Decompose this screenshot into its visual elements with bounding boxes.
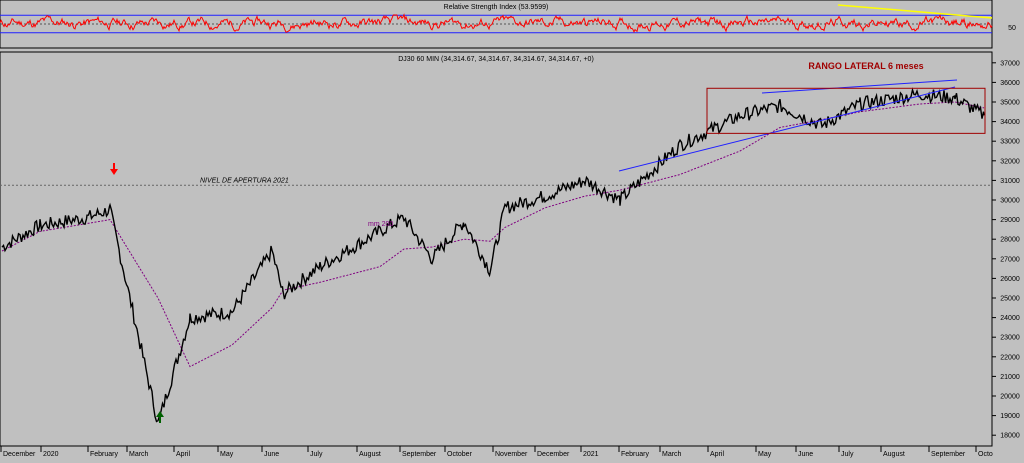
rsi-title: Relative Strength Index (53.9599) — [444, 4, 549, 11]
price-line — [1, 87, 985, 423]
y-tick-label: 29000 — [1000, 217, 1020, 224]
x-tick-label: May — [220, 451, 234, 458]
x-tick-label: September — [402, 451, 437, 458]
x-tick-label: August — [359, 451, 381, 458]
x-tick-label: March — [129, 451, 149, 458]
x-axis: December 2020 February March April May June Jul… — [0, 446, 993, 458]
x-tick-label: March — [662, 451, 682, 458]
rsi-trendline — [837, 4, 993, 19]
y-tick-label: 23000 — [1000, 335, 1020, 342]
x-tick-label: June — [798, 451, 813, 458]
x-tick-label: April — [176, 451, 190, 458]
x-tick-label: April — [710, 451, 724, 458]
ma-200-line — [1, 101, 985, 368]
x-tick-label: October — [447, 451, 473, 458]
rsi-reference-lines — [0, 14, 992, 34]
y-tick-label: 32000 — [1000, 158, 1020, 165]
y-tick-label: 19000 — [1000, 413, 1020, 420]
y-tick-label: 36000 — [1000, 80, 1020, 87]
x-tick-label: August — [883, 451, 905, 458]
x-tick-label: November — [495, 451, 528, 458]
y-tick-label: 20000 — [1000, 394, 1020, 401]
y-axis: 18000 19000 20000 21000 22000 23000 24000 25000… — [992, 60, 1020, 440]
y-tick-label: 18000 — [1000, 433, 1020, 440]
green-up-arrow-icon — [156, 411, 164, 423]
x-tick-label: February — [90, 451, 119, 458]
y-tick-label: 26000 — [1000, 276, 1020, 283]
y-tick-label: 24000 — [1000, 315, 1020, 322]
y-tick-label: 33000 — [1000, 139, 1020, 146]
lateral-range-box — [706, 87, 986, 134]
y-tick-label: 27000 — [1000, 256, 1020, 263]
y-tick-label: 37000 — [1000, 60, 1020, 67]
y-tick-label: 22000 — [1000, 354, 1020, 361]
y-tick-label: 21000 — [1000, 374, 1020, 381]
x-tick-label: July — [310, 451, 323, 458]
lateral-range-label: RANGO LATERAL 6 meses — [808, 61, 923, 71]
x-tick-label: 2020 — [43, 451, 59, 458]
x-tick-label: December — [3, 451, 36, 458]
x-tick-label: September — [931, 451, 966, 458]
y-tick-label: 28000 — [1000, 237, 1020, 244]
x-tick-label: July — [841, 451, 854, 458]
y-tick-label: 35000 — [1000, 100, 1020, 107]
x-tick-label: December — [537, 451, 570, 458]
y-tick-label: 31000 — [1000, 178, 1020, 185]
x-tick-label: June — [264, 451, 279, 458]
resistance-trendline — [761, 79, 958, 94]
price-panel — [0, 51, 993, 447]
rsi-line — [0, 13, 993, 34]
ma-200-label: mm 200 — [368, 221, 393, 228]
y-tick-label: 25000 — [1000, 296, 1020, 303]
x-tick-label: May — [758, 451, 772, 458]
x-tick-label: 2021 — [583, 451, 599, 458]
x-tick-label: Octo — [978, 451, 993, 458]
opening-level-label: NIVEL DE APERTURA 2021 — [200, 177, 289, 184]
price-title: DJ30 60 MIN (34,314.67, 34,314.67, 34,31… — [398, 56, 594, 63]
x-tick-label: February — [621, 451, 650, 458]
rsi-tick-label: 50 — [1008, 25, 1016, 32]
y-tick-label: 30000 — [1000, 198, 1020, 205]
red-down-arrow-icon — [110, 163, 118, 175]
support-trendline — [618, 86, 956, 172]
y-tick-label: 34000 — [1000, 119, 1020, 126]
